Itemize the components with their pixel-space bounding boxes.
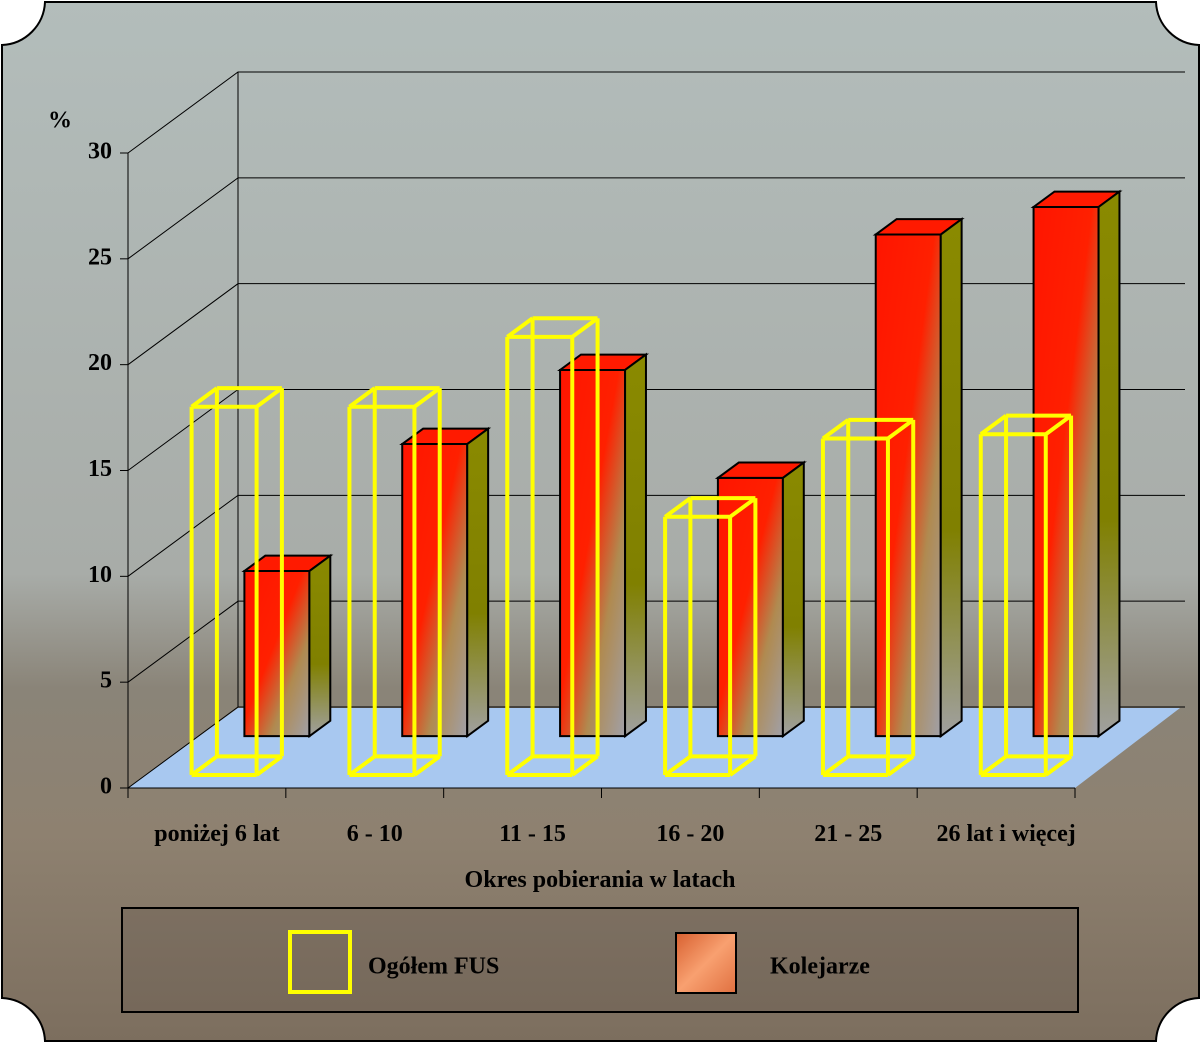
bar-front bbox=[401, 443, 469, 738]
bar bbox=[978, 413, 1074, 778]
y-tick-label: 5 bbox=[100, 668, 112, 694]
x-tick-label: poniżej 6 lat bbox=[154, 821, 280, 847]
bar-side bbox=[308, 553, 332, 739]
y-tick-label: 0 bbox=[100, 774, 112, 800]
legend-swatch bbox=[675, 932, 737, 994]
bar bbox=[820, 417, 916, 778]
bar bbox=[347, 386, 442, 778]
x-tick-label: 26 lat i więcej bbox=[936, 821, 1076, 847]
legend-label: Kolejarze bbox=[770, 954, 870, 980]
y-axis-label: % bbox=[48, 108, 72, 134]
bar-side bbox=[939, 217, 963, 739]
bar-side bbox=[1097, 189, 1121, 739]
y-tick-label: 25 bbox=[88, 244, 112, 270]
grid bbox=[120, 71, 1185, 798]
x-tick-label: 21 - 25 bbox=[814, 821, 883, 847]
legend-label: Ogółem FUS bbox=[368, 954, 499, 980]
x-tick-label: 11 - 15 bbox=[499, 821, 566, 847]
y-tick-label: 15 bbox=[88, 456, 112, 482]
x-tick-label: 6 - 10 bbox=[346, 821, 403, 847]
bar bbox=[505, 316, 600, 778]
x-axis-label: Okres pobierania w latach bbox=[464, 867, 736, 893]
bar-side bbox=[466, 426, 490, 739]
x-tick-label: 16 - 20 bbox=[656, 821, 725, 847]
y-tick-label: 10 bbox=[88, 562, 112, 588]
legend-swatch bbox=[288, 930, 352, 994]
y-tick-label: 20 bbox=[88, 350, 112, 376]
bar-side bbox=[781, 460, 805, 739]
bar-front bbox=[243, 570, 311, 738]
bar-side bbox=[624, 352, 647, 739]
bar-front bbox=[1032, 205, 1100, 738]
bar bbox=[189, 386, 284, 778]
bar-front bbox=[559, 368, 627, 738]
bar bbox=[663, 496, 758, 778]
y-tick-label: 30 bbox=[88, 139, 112, 165]
bars bbox=[189, 189, 1123, 778]
bar-front bbox=[874, 233, 942, 738]
legend bbox=[121, 907, 1079, 1013]
